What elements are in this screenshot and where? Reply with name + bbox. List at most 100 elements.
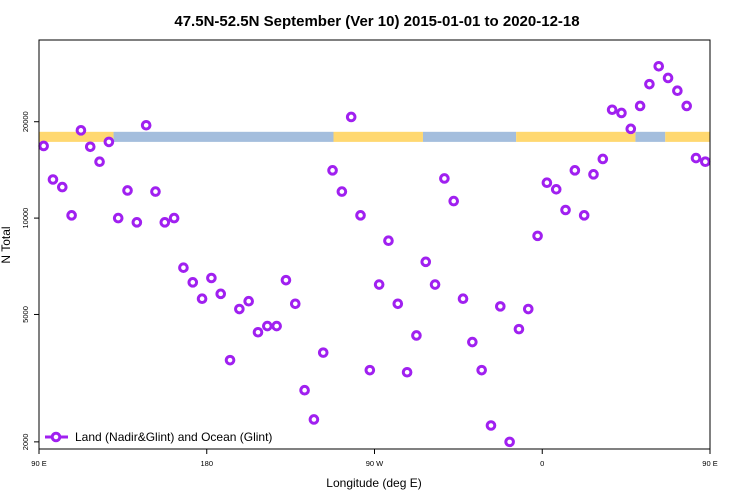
data-point (476, 364, 487, 376)
data-point (122, 185, 133, 196)
data-point (578, 210, 590, 221)
y-axis: 2000 5000 10000 20000 (21, 111, 39, 450)
data-point (178, 262, 189, 273)
data-point (401, 366, 413, 378)
data-point (215, 288, 227, 300)
x-tick-label: 90 W (366, 459, 384, 468)
data-point (75, 125, 87, 136)
data-point (690, 152, 702, 164)
data-point (364, 364, 376, 376)
data-points (38, 60, 711, 448)
data-point (420, 256, 432, 268)
data-point (262, 320, 273, 332)
data-point (327, 165, 338, 176)
data-point (662, 72, 674, 84)
band-segment-ocean (422, 131, 517, 142)
data-point (439, 173, 450, 184)
data-point (187, 277, 199, 288)
data-point (597, 153, 609, 165)
data-point (504, 436, 515, 448)
data-point (411, 330, 422, 341)
y-tick-label: 2000 (21, 434, 30, 451)
data-point (532, 230, 543, 242)
data-point (94, 156, 105, 168)
data-point (634, 100, 646, 112)
data-point (196, 293, 208, 305)
data-point (280, 274, 292, 286)
data-point (66, 210, 77, 221)
data-point (513, 323, 525, 335)
data-point (681, 100, 693, 112)
data-point (206, 272, 217, 284)
data-point (569, 165, 581, 176)
chart-title: 47.5N-52.5N September (Ver 10) 2015-01-0… (174, 13, 579, 30)
data-point (159, 217, 171, 228)
data-point (234, 303, 245, 315)
data-point (47, 174, 59, 185)
data-point (271, 320, 282, 332)
data-point (345, 111, 357, 123)
data-point (243, 295, 254, 307)
band-segment-land (665, 131, 710, 142)
data-point (429, 279, 441, 290)
y-tick-label: 5000 (21, 306, 30, 323)
y-tick-label: 20000 (21, 111, 30, 132)
band-segment-land (39, 131, 114, 142)
data-point (373, 279, 385, 290)
y-axis-label: N Total (0, 226, 13, 263)
data-point (336, 186, 348, 197)
surface-band (39, 131, 710, 142)
band-segment-ocean (635, 131, 666, 142)
data-point (140, 119, 152, 131)
data-point (700, 156, 711, 168)
x-tick-label: 0 (540, 459, 544, 468)
data-point (653, 60, 665, 72)
legend-circle-marker (50, 431, 62, 443)
data-point (550, 184, 562, 195)
data-point (392, 298, 404, 310)
data-point (541, 177, 553, 188)
x-axis-label: Longitude (deg E) (326, 476, 421, 490)
data-point (383, 235, 394, 246)
data-point (84, 141, 96, 153)
legend-label: Land (Nadir&Glint) and Ocean (Glint) (75, 430, 272, 444)
data-point (355, 210, 366, 221)
data-point (448, 195, 460, 207)
data-point (606, 104, 618, 116)
band-segment-land (333, 131, 423, 142)
y-tick-label: 10000 (21, 208, 30, 229)
data-point (112, 212, 124, 224)
data-point (495, 301, 506, 312)
data-point (467, 336, 478, 348)
data-point (625, 123, 637, 135)
data-point (56, 181, 68, 193)
x-axis: 90 E 180 90 W 0 90 E (31, 449, 718, 468)
x-tick-label: 90 E (702, 459, 717, 468)
data-point (168, 212, 180, 224)
data-point (299, 384, 310, 396)
data-point (131, 217, 143, 228)
band-segment-ocean (113, 131, 334, 142)
band-segment-land (516, 131, 636, 142)
data-point (522, 303, 534, 315)
data-point (289, 298, 301, 310)
x-tick-label: 180 (200, 459, 213, 468)
legend: Land (Nadir&Glint) and Ocean (Glint) (45, 430, 272, 444)
data-point (308, 414, 320, 425)
data-point (588, 169, 599, 180)
data-point (224, 354, 236, 366)
data-point (252, 326, 264, 338)
data-point (485, 420, 497, 431)
data-point (103, 136, 115, 148)
plot-frame (38, 39, 711, 450)
data-point (317, 347, 329, 358)
data-point (644, 78, 655, 90)
x-tick-label: 90 E (31, 459, 46, 468)
data-point (616, 107, 627, 119)
data-point (457, 293, 469, 305)
data-point (672, 85, 683, 96)
data-point (38, 140, 49, 152)
data-point (150, 186, 161, 197)
data-point (560, 204, 571, 216)
